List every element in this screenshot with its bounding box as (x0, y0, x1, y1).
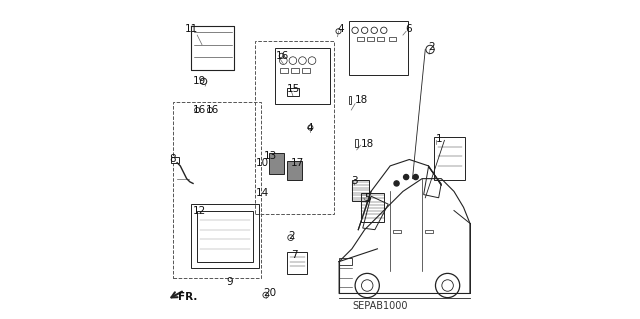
Text: 16: 16 (276, 51, 289, 61)
Bar (362, 193, 384, 222)
Bar (303, 68, 310, 73)
Circle shape (413, 174, 419, 180)
Text: 16: 16 (206, 105, 219, 115)
Text: 5: 5 (364, 193, 371, 203)
Bar (255, 41, 334, 214)
Text: 20: 20 (263, 288, 276, 299)
Circle shape (404, 174, 409, 180)
Bar (173, 102, 261, 278)
Bar (197, 211, 253, 262)
Text: 18: 18 (361, 138, 374, 149)
Bar (378, 37, 385, 41)
Bar (339, 258, 352, 265)
Text: 19: 19 (193, 76, 205, 86)
Bar (394, 230, 401, 233)
Text: 2: 2 (288, 231, 295, 241)
Bar (287, 88, 300, 96)
Text: 10: 10 (256, 158, 269, 168)
Text: 7: 7 (291, 250, 297, 260)
Bar (367, 37, 374, 41)
Text: 11: 11 (184, 24, 198, 34)
Text: 9: 9 (226, 277, 232, 287)
Bar (434, 137, 465, 180)
Text: SEPAB1000: SEPAB1000 (352, 301, 408, 311)
Text: 4: 4 (307, 122, 313, 133)
Text: 17: 17 (291, 158, 303, 168)
Text: 2: 2 (428, 42, 435, 52)
Text: 14: 14 (256, 188, 269, 198)
Text: 13: 13 (264, 151, 277, 161)
Bar (269, 153, 284, 174)
Bar (388, 37, 396, 41)
Bar (287, 161, 302, 180)
Text: 16: 16 (193, 105, 206, 115)
Bar (356, 37, 364, 41)
Bar (291, 68, 300, 73)
Text: 18: 18 (355, 95, 369, 106)
Text: 12: 12 (193, 205, 205, 216)
Bar (425, 230, 433, 233)
Bar (355, 139, 358, 147)
Bar (349, 21, 408, 75)
Text: 6: 6 (406, 24, 412, 34)
Text: 4: 4 (337, 24, 344, 34)
Circle shape (394, 181, 399, 186)
Bar (171, 157, 179, 163)
Bar (287, 252, 307, 274)
Bar (280, 68, 288, 73)
Text: FR.: FR. (178, 292, 197, 302)
Text: 15: 15 (287, 84, 300, 94)
Bar (349, 96, 351, 104)
Text: 8: 8 (170, 154, 176, 164)
Bar (191, 204, 259, 268)
Text: 1: 1 (435, 134, 442, 144)
Bar (352, 180, 369, 201)
Text: 3: 3 (351, 176, 358, 186)
Bar (275, 48, 330, 104)
